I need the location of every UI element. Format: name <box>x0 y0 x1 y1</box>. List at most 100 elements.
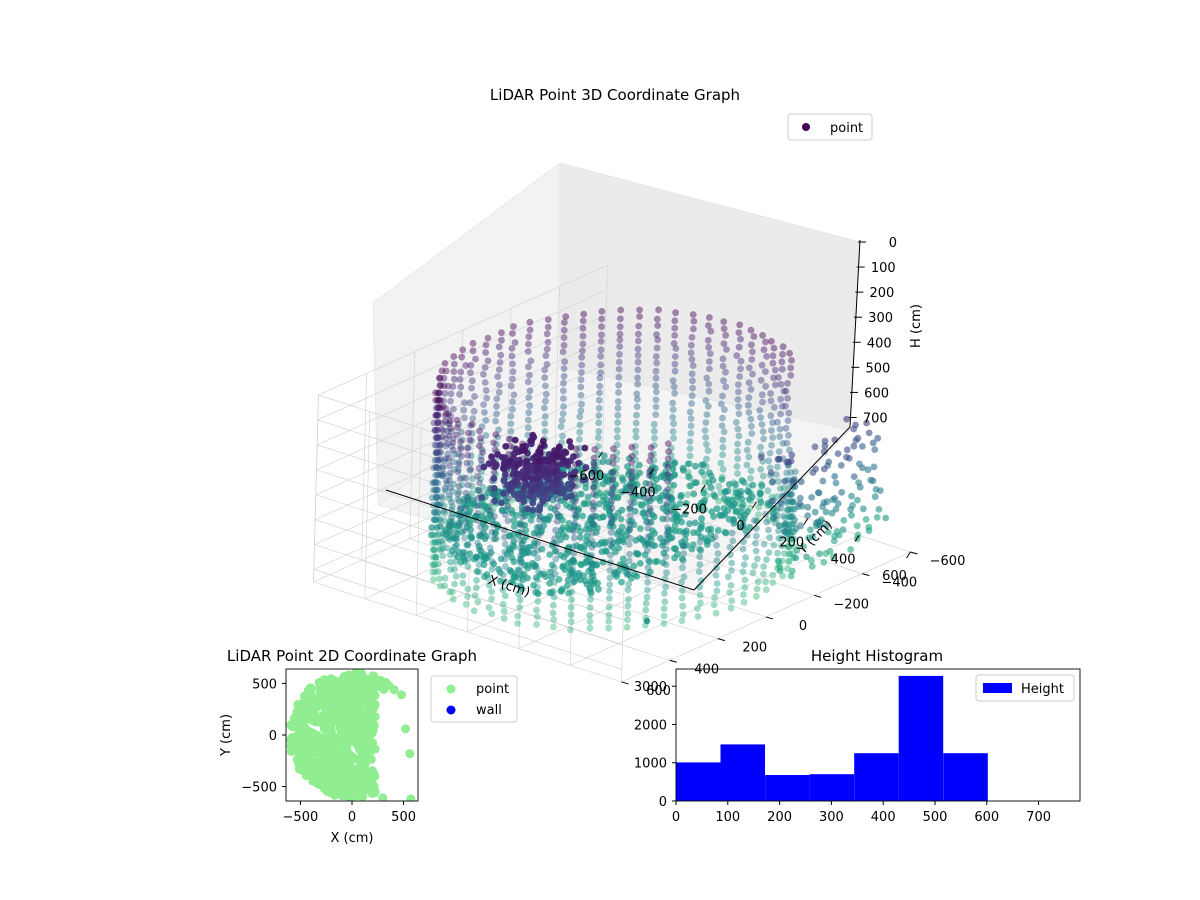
cloud-point <box>533 576 541 584</box>
cloud-point <box>478 423 486 431</box>
cloud-point <box>431 509 439 516</box>
scatter-2d-point <box>370 744 380 754</box>
plot-2d-title: LiDAR Point 2D Coordinate Graph <box>227 647 477 665</box>
cloud-point <box>449 488 456 495</box>
cloud-point <box>452 572 460 580</box>
cloud-point <box>480 371 487 378</box>
cloud-point <box>587 596 594 603</box>
cloud-point <box>688 334 696 341</box>
cloud-point <box>546 551 554 558</box>
cloud-point <box>518 521 526 529</box>
cloud-point <box>583 580 591 588</box>
cloud-point <box>696 545 703 553</box>
scatter-2d-point <box>370 712 380 722</box>
cloud-point <box>475 561 483 568</box>
cloud-point <box>433 463 440 471</box>
cloud-point <box>579 324 587 332</box>
cloud-point <box>690 317 698 325</box>
cloud-point <box>652 396 660 404</box>
cloud-point <box>659 559 667 566</box>
cloud-point <box>789 498 797 506</box>
cloud-point <box>740 538 747 546</box>
cloud-point <box>489 490 497 498</box>
cloud-point <box>626 505 634 513</box>
cloud-point <box>549 496 557 504</box>
cloud-point <box>455 497 463 505</box>
cloud-point <box>728 529 736 537</box>
cloud-point <box>628 468 636 475</box>
cloud-point <box>526 387 534 395</box>
legend-histogram-box <box>975 674 1075 702</box>
cloud-point <box>820 465 828 473</box>
cloud-point <box>439 464 447 472</box>
cloud-point <box>671 324 679 332</box>
cloud-point <box>705 479 713 486</box>
cloud-point <box>667 534 675 542</box>
x-tick-label-histogram: 600 <box>974 810 999 825</box>
cloud-point <box>634 345 642 353</box>
cloud-point <box>435 434 443 442</box>
cloud-point <box>568 482 576 489</box>
cloud-point <box>865 429 873 437</box>
scatter-2d-point <box>401 724 411 734</box>
scatter-2d-point <box>308 716 318 725</box>
cloud-point <box>438 419 446 427</box>
cloud-point <box>776 425 784 433</box>
cloud-point <box>669 377 677 385</box>
cloud-point <box>645 510 652 517</box>
cloud-point <box>430 561 438 568</box>
cloud-point <box>751 517 758 524</box>
grid-line-3d <box>621 494 627 682</box>
cloud-point <box>781 514 789 522</box>
cloud-point <box>762 338 769 346</box>
cloud-point <box>458 353 466 361</box>
cloud-point <box>495 366 503 373</box>
cloud-point <box>521 562 529 569</box>
cloud-point <box>749 481 757 489</box>
cloud-point <box>525 333 533 341</box>
cloud-point <box>592 529 600 536</box>
cloud-point <box>590 459 598 466</box>
cloud-point <box>650 442 658 449</box>
cloud-point <box>615 389 622 396</box>
cloud-point <box>646 568 654 576</box>
legend-3d: point <box>787 113 873 141</box>
cloud-point <box>748 430 756 437</box>
cloud-point <box>721 529 729 536</box>
cloud-point <box>447 566 454 573</box>
cloud-point <box>516 567 524 574</box>
cloud-point <box>440 427 448 435</box>
cloud-point <box>432 449 440 457</box>
cloud-point <box>501 541 509 548</box>
cloud-point <box>502 481 509 489</box>
cloud-point <box>541 413 549 420</box>
cloud-point <box>480 561 488 569</box>
cloud-point <box>650 513 658 521</box>
cloud-point <box>690 490 698 498</box>
cloud-point <box>577 391 585 399</box>
cloud-point <box>596 389 603 397</box>
cloud-point <box>524 549 532 557</box>
cloud-point <box>533 621 540 628</box>
cloud-point <box>551 564 558 572</box>
cloud-point <box>786 550 793 558</box>
cloud-point <box>450 446 457 454</box>
cloud-point <box>480 556 488 564</box>
cloud-point <box>664 440 672 447</box>
cloud-point <box>590 468 598 476</box>
cloud-point <box>481 535 489 543</box>
cloud-point <box>625 541 633 548</box>
cloud-point <box>644 547 651 554</box>
cloud-point <box>568 588 576 596</box>
cloud-point <box>646 457 654 465</box>
cloud-point <box>770 514 778 521</box>
cloud-point <box>475 568 483 576</box>
cloud-point <box>594 443 602 450</box>
cloud-point <box>456 520 463 527</box>
cloud-point <box>436 442 444 449</box>
cloud-point <box>864 466 872 474</box>
cloud-point <box>860 505 867 513</box>
cloud-point <box>472 584 480 592</box>
cloud-point <box>597 369 604 376</box>
cloud-point <box>560 372 568 380</box>
